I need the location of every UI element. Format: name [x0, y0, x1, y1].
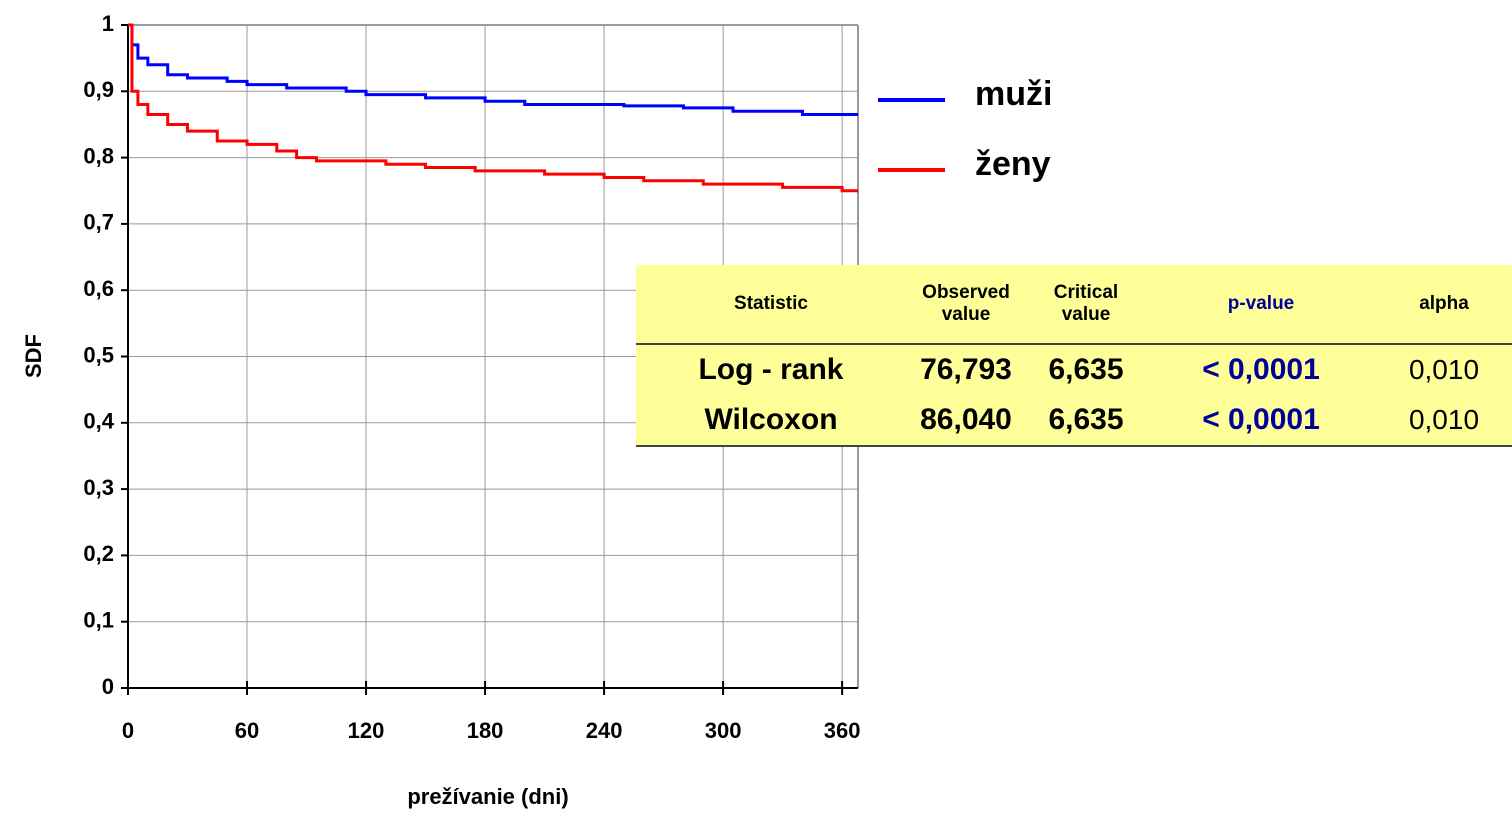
header-cell: p-value [1146, 265, 1376, 345]
y-axis-label: SDF [21, 334, 46, 378]
header-cell: Critical value [1026, 265, 1146, 345]
header-row: Statistic Observed value Critical value … [636, 265, 1512, 345]
table-cell: Log - rank [698, 353, 844, 386]
header-cell: Statistic [636, 265, 906, 345]
legend-label: muži [975, 75, 1052, 113]
table-cell: 0,010 [1408, 354, 1480, 385]
y-tick-label: 0,2 [83, 541, 114, 566]
x-tick-label: 120 [348, 718, 385, 743]
y-tick-label: 0,7 [83, 210, 114, 235]
survival-line [128, 23, 858, 193]
y-tick-label: 0,4 [83, 409, 114, 434]
x-axis-label: prežívanie (dni) [407, 784, 568, 809]
table-cell: 0,010 [1376, 395, 1512, 447]
table-cell: < 0,0001 [1202, 353, 1320, 386]
x-tick-label: 0 [122, 718, 134, 743]
table-cell: Wilcoxon [636, 395, 906, 447]
table-cell: 76,793 [920, 353, 1012, 386]
x-tick-label: 360 [824, 718, 861, 743]
table-cell: 86,040 [906, 395, 1026, 447]
y-tick-label: 0,1 [83, 608, 114, 633]
x-tick-label: 60 [235, 718, 259, 743]
header-cell: Observed value [906, 265, 1026, 345]
y-tick-label: 0,6 [83, 276, 114, 301]
y-tick-label: 0,9 [83, 77, 114, 102]
y-tick-label: 0,5 [83, 342, 114, 367]
table-body: Log - rank 76,793 6,635 < 0,0001 0,010 Wilcox… [636, 344, 1512, 447]
y-tick-label: 0,8 [83, 143, 114, 168]
stats-table: Statistic Observed value Critical value … [636, 265, 1512, 447]
x-tick-label: 240 [586, 718, 623, 743]
y-tick-label: 0 [102, 674, 114, 699]
table-cell: < 0,0001 [1146, 395, 1376, 447]
x-tick-label: 300 [705, 718, 742, 743]
legend-label: ženy [975, 145, 1051, 183]
table-cell: 6,635 [1048, 353, 1124, 386]
table-cell: 6,635 [1026, 395, 1146, 447]
table-row: Log - rank 76,793 6,635 < 0,0001 0,010 [636, 344, 1512, 395]
x-tick-label: 180 [467, 718, 504, 743]
survival-line [128, 23, 858, 117]
header-cell: alpha [1376, 265, 1512, 345]
table-row: Wilcoxon 86,040 6,635 < 0,0001 0,010 [636, 395, 1512, 447]
y-tick-label: 1 [102, 11, 114, 36]
y-tick-label: 0,3 [83, 475, 114, 500]
